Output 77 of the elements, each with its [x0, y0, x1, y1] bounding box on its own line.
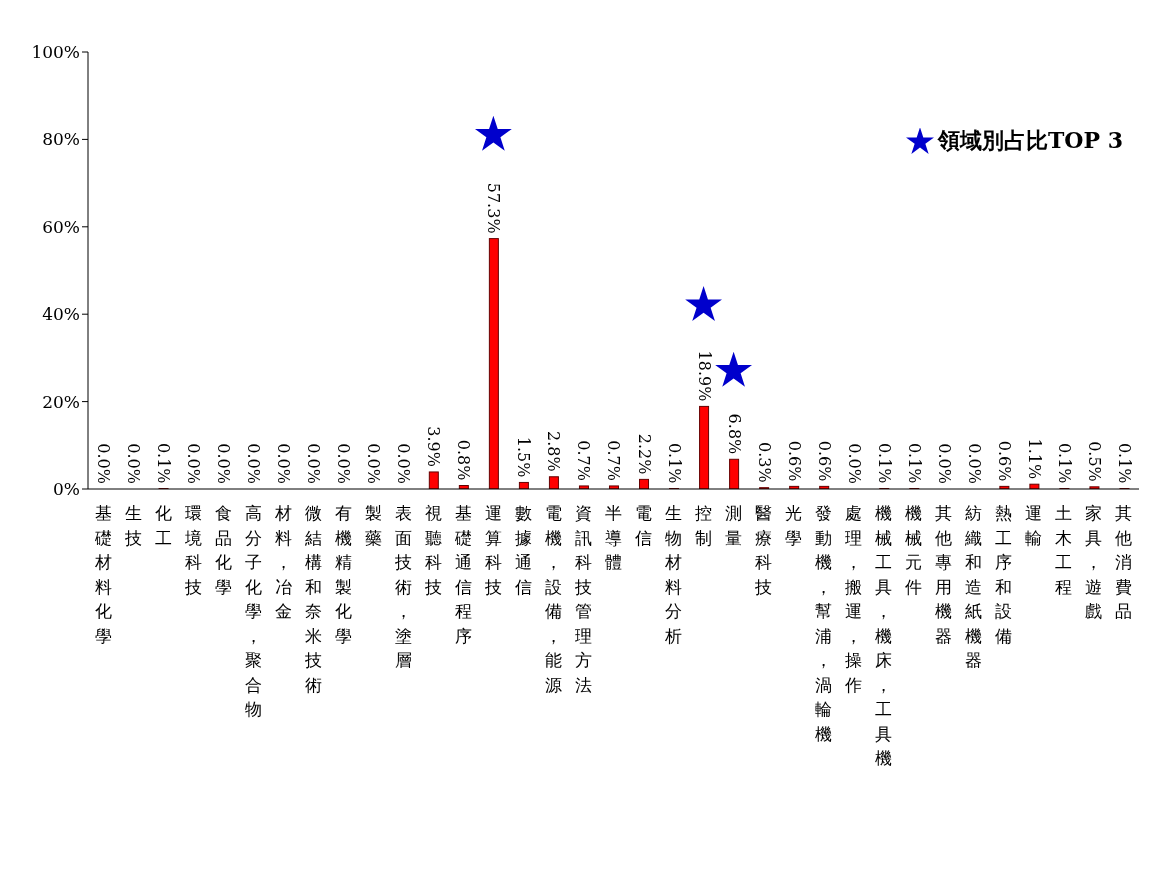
- x-tick-label: 製藥: [364, 503, 382, 548]
- data-label: 0.5%: [1084, 441, 1104, 482]
- y-tick-label: 100%: [31, 42, 80, 63]
- data-label: 0.0%: [964, 443, 984, 484]
- data-label: 57.3%: [484, 182, 504, 234]
- x-tick-label: 家具，遊戲: [1085, 503, 1103, 621]
- data-label: 0.1%: [1054, 442, 1074, 484]
- x-tick-label: 醫療科技: [754, 503, 773, 597]
- x-tick-label: 生技: [123, 503, 142, 548]
- x-tick-label: 紡織和造紙機器: [964, 503, 983, 670]
- x-tick-label: 土木工程: [1055, 503, 1073, 597]
- x-tick-label: 數據通信: [514, 503, 532, 597]
- x-tick-label: 電信: [635, 503, 653, 548]
- x-tick-label: 食品化學: [214, 503, 232, 597]
- x-tick-label: 材料，冶金: [273, 503, 292, 621]
- y-tick-label: 60%: [42, 216, 80, 237]
- data-label: 0.0%: [124, 443, 144, 484]
- x-tick-label: 其他專用機器: [935, 503, 953, 646]
- category-label: 機械工具，機床，工具機: [875, 503, 893, 768]
- x-tick-label: 有機精製化學: [334, 503, 352, 646]
- data-label: 2.8%: [544, 431, 564, 472]
- x-tick-label: 微結構和奈米技術: [303, 503, 322, 695]
- x-tick-label: 測量: [725, 503, 743, 548]
- y-tick-label: 20%: [42, 391, 80, 412]
- data-label: 1.5%: [514, 436, 534, 478]
- x-tick-label: 運輸: [1025, 503, 1043, 548]
- data-label: 0.1%: [154, 442, 174, 484]
- x-tick-label: 化工: [154, 503, 172, 548]
- category-label: 發動機，幫浦，渦輪機: [815, 503, 833, 744]
- data-label: 0.1%: [664, 442, 684, 484]
- data-label: 0.0%: [394, 443, 414, 484]
- data-label: 0.3%: [754, 442, 774, 483]
- data-label: 0.0%: [364, 443, 384, 484]
- data-label: 1.1%: [1024, 438, 1044, 480]
- x-tick-label: 機械元件: [905, 503, 923, 597]
- x-tick-label: 處理，搬運，操作: [844, 503, 863, 695]
- data-label: 0.8%: [454, 439, 474, 481]
- x-tick-label: 半導體: [605, 503, 622, 572]
- data-label: 0.1%: [874, 442, 894, 484]
- x-tick-label: 其他消費品: [1115, 503, 1133, 621]
- x-tick-label: 資訊科技管理方法: [573, 503, 592, 695]
- data-label: 18.9%: [694, 350, 714, 402]
- x-tick-label: 表面技術，塗層: [393, 503, 412, 670]
- data-label: 0.6%: [994, 440, 1014, 482]
- data-label: 0.1%: [1114, 442, 1134, 484]
- data-label: 0.0%: [274, 443, 294, 484]
- data-label: 0.0%: [244, 443, 264, 484]
- x-tick-label: 視聽科技: [423, 503, 442, 597]
- x-tick-label: 基礎通信程序: [453, 503, 472, 646]
- data-label: 0.0%: [214, 443, 234, 484]
- y-tick-label: 0%: [53, 479, 80, 500]
- x-tick-label: 基礎材料化學: [93, 503, 112, 646]
- x-tick-label: 熱工序和設備: [995, 503, 1013, 646]
- x-tick-label: 電機，設備，能源: [544, 503, 562, 695]
- data-label: 0.0%: [184, 443, 204, 484]
- data-label: 0.0%: [844, 443, 864, 484]
- data-label: 0.0%: [934, 443, 954, 484]
- x-tick-label: 運算科技: [483, 503, 502, 597]
- data-label: 2.2%: [634, 433, 654, 475]
- x-tick-label: 環境科技: [183, 503, 202, 597]
- y-tick-label: 40%: [42, 304, 80, 325]
- legend-label: 領域別占比TOP 3: [937, 127, 1123, 153]
- x-tick-label: 控制: [695, 503, 713, 548]
- data-label: 0.1%: [904, 442, 924, 484]
- data-label: 0.6%: [784, 440, 804, 482]
- category-label: 高分子化學，聚合物: [244, 503, 262, 719]
- data-label: 6.8%: [724, 413, 744, 455]
- data-label: 0.6%: [814, 440, 834, 482]
- x-tick-label: 生物材料分析: [664, 503, 683, 646]
- data-label: 0.0%: [304, 443, 324, 484]
- data-label: 0.0%: [94, 443, 113, 484]
- data-label: 0.0%: [334, 443, 354, 484]
- x-tick-label: 光學: [785, 503, 803, 548]
- data-label: 0.7%: [574, 440, 594, 481]
- data-label: 3.9%: [424, 426, 444, 467]
- data-label: 0.7%: [604, 440, 624, 481]
- y-tick-label: 80%: [42, 129, 80, 150]
